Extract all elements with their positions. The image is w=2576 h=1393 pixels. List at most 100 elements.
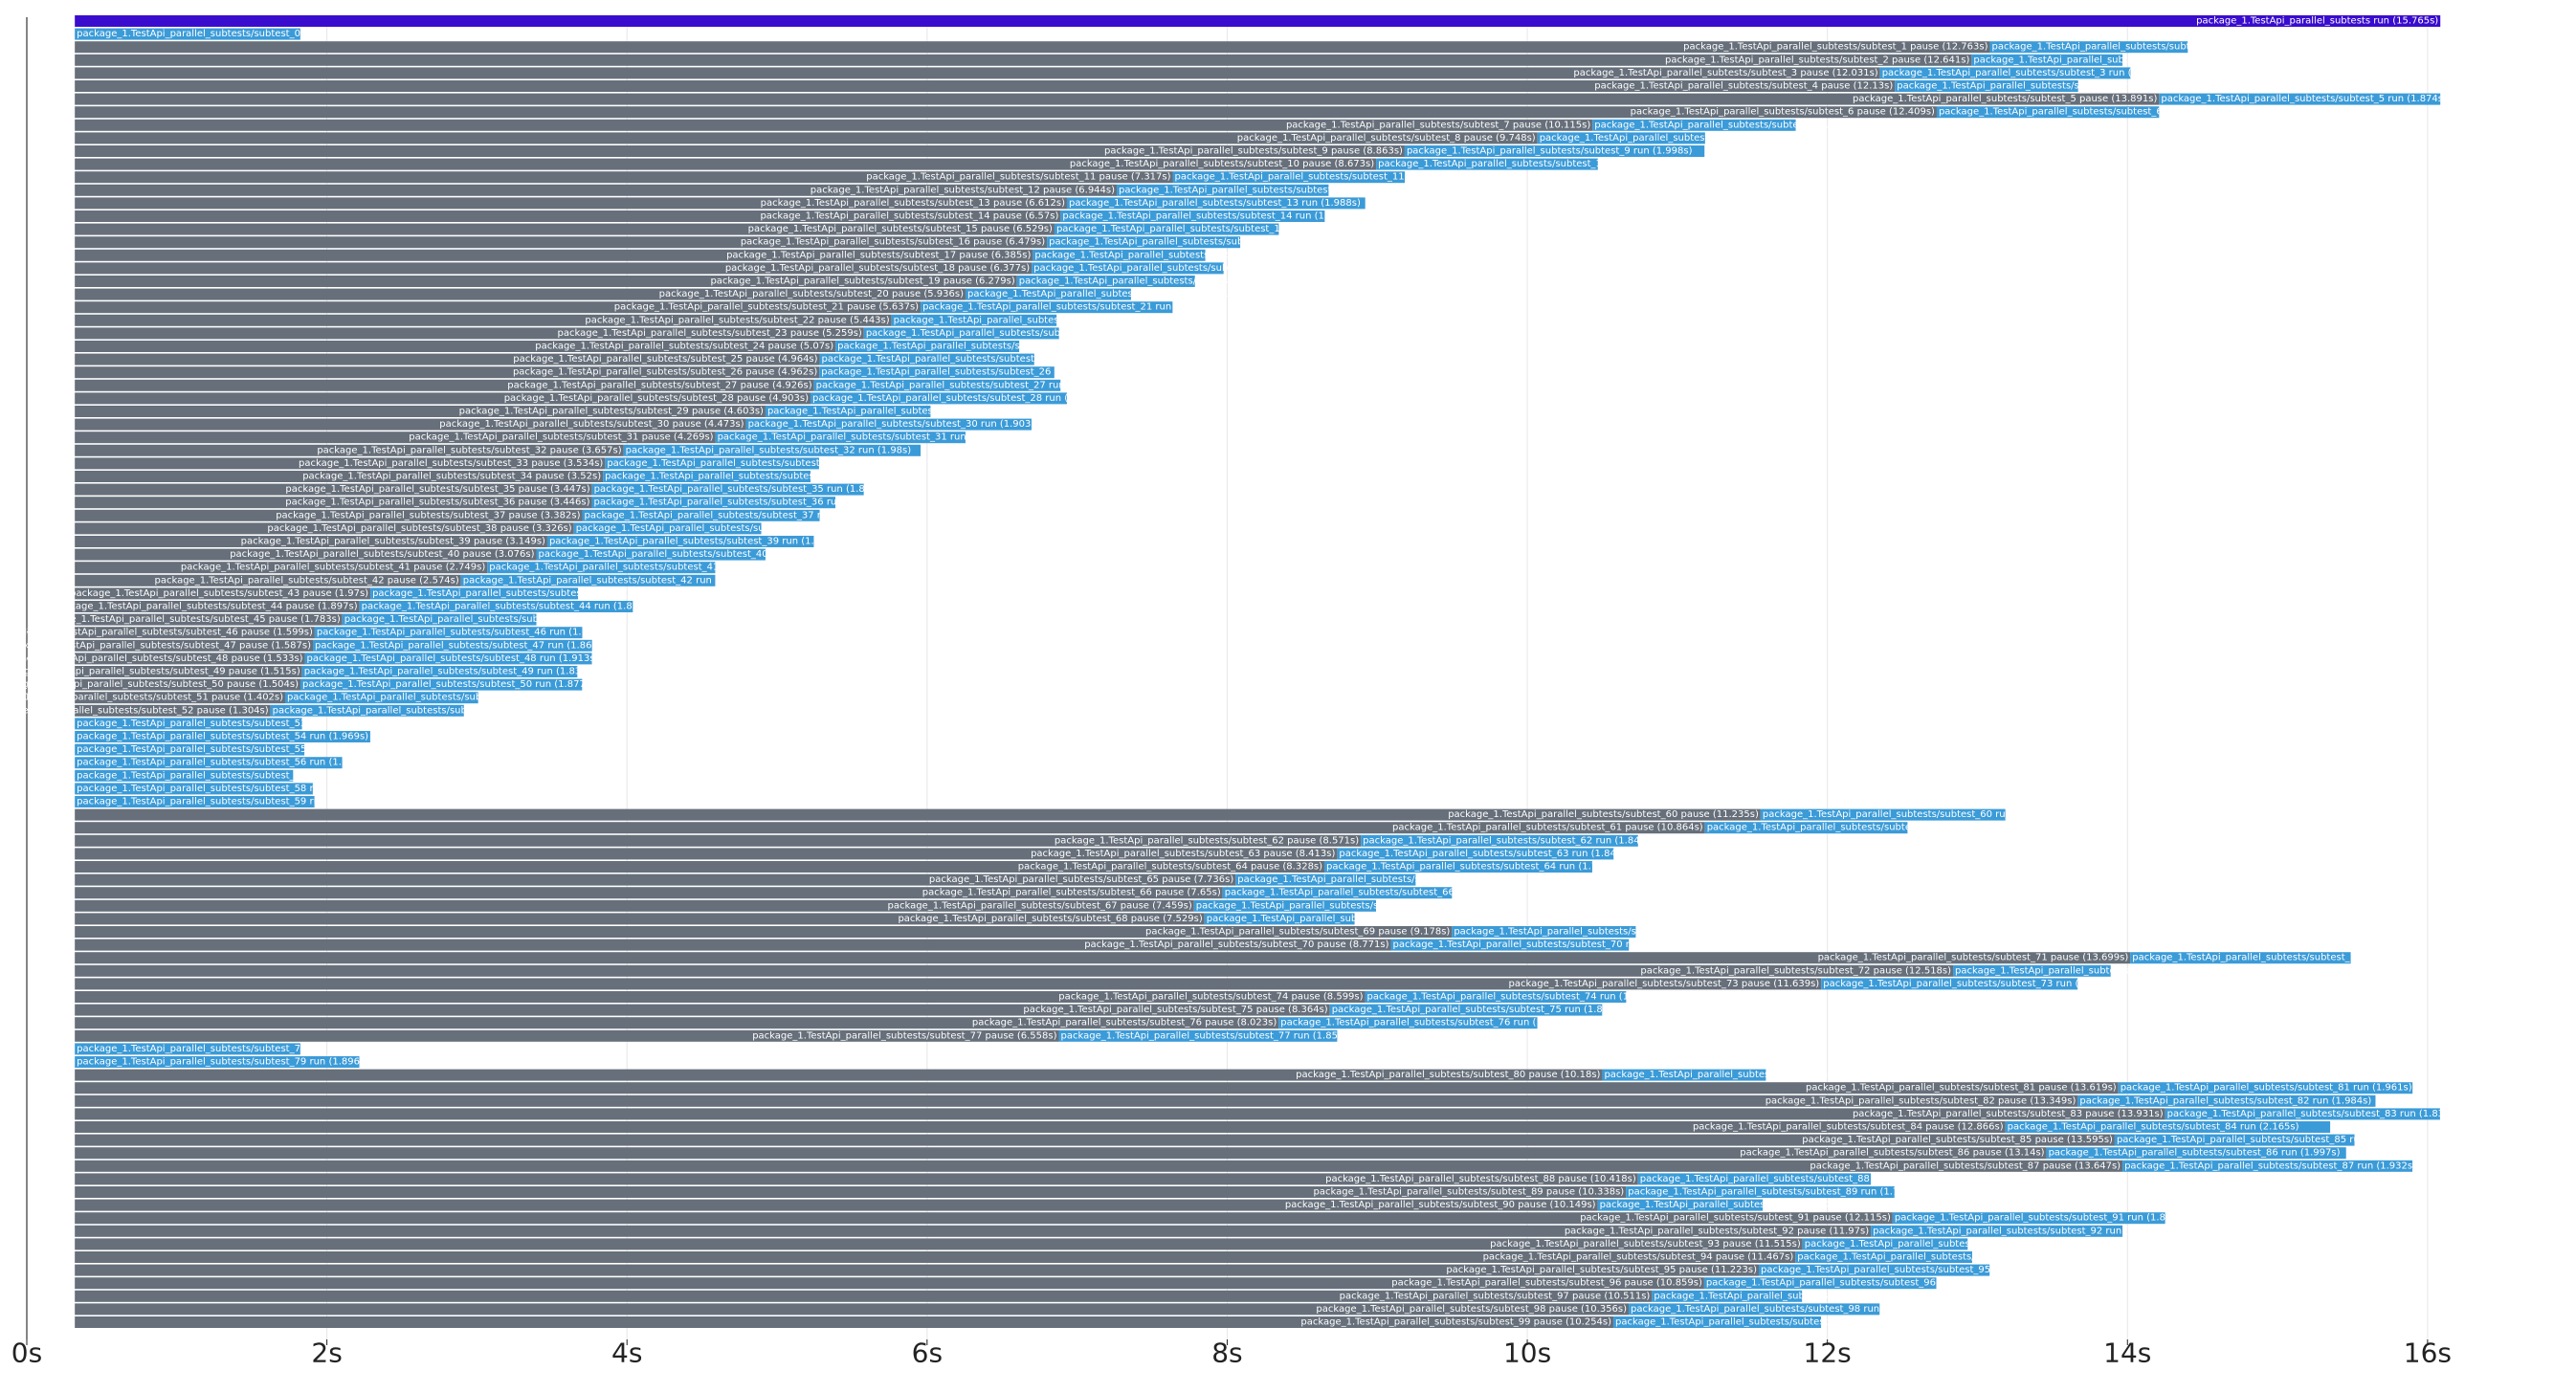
run-label: package_1.TestApi_parallel_subtests/subt… — [77, 1057, 368, 1068]
x-tick-label: 0s — [11, 1338, 42, 1369]
run-bar — [2159, 93, 2441, 105]
pause-label: package_1.TestApi_parallel_subtests/subt… — [285, 484, 589, 495]
run-label: package_1.TestApi_parallel_subtests/subt… — [1706, 1278, 1998, 1289]
pause-bar — [75, 197, 1067, 210]
pause-bar — [75, 613, 343, 626]
pause-bar — [75, 327, 864, 340]
pause-label: package_1.TestApi_parallel_subtests/subt… — [285, 498, 589, 508]
run-label: package_1.TestApi_parallel_subtests/subt… — [2049, 1148, 2341, 1159]
pause-bar — [75, 418, 746, 431]
pause-label: package_1.TestApi_parallel_subtests/subt… — [1340, 1291, 1651, 1301]
pause-bar — [75, 288, 966, 300]
run-label: package_1.TestApi_parallel_subtests/subt… — [302, 679, 594, 690]
pause-bar — [75, 406, 766, 417]
run-bar — [1193, 899, 1376, 912]
run-label: package_1.TestApi_parallel_subtests/subt… — [1175, 172, 1467, 183]
pause-label: package_1.TestApi_parallel_subtests/subt… — [1565, 1226, 1869, 1236]
run-label: package_1.TestApi_parallel_subtests/subt… — [489, 563, 781, 573]
run-bar — [810, 392, 1067, 405]
pause-label: package_1.TestApi_parallel_subtests/subt… — [1853, 94, 2157, 104]
pause-bar — [75, 991, 1366, 1003]
pause-label: package_1.TestApi_parallel_subtests/subt… — [1640, 965, 1951, 976]
run-label: package_1.TestApi_parallel_subtests/subt… — [1604, 1070, 1890, 1080]
pause-bar — [75, 1160, 2123, 1172]
run-label: package_1.TestApi_parallel_subtests/subt… — [1207, 914, 1486, 924]
pause-bar — [75, 353, 820, 365]
run-bar — [75, 15, 2441, 27]
run-label: package_1.TestApi_parallel_subtests/subt… — [77, 29, 363, 39]
run-bar — [1758, 1264, 1990, 1276]
pause-bar — [75, 457, 606, 470]
run-bar — [2165, 1108, 2440, 1120]
pause-label: package_1.TestApi_parallel_subtests/subt… — [1810, 1161, 2121, 1171]
run-bar — [314, 627, 583, 639]
pause-label: package_1.TestApi_parallel_subtests/subt… — [1055, 835, 1359, 846]
run-label: package_1.TestApi_parallel_subtests/subt… — [1895, 1213, 2187, 1224]
run-label: package_1.TestApi_parallel_subtests/subt… — [1600, 1200, 1879, 1210]
run-label: package_1.TestApi_parallel_subtests/subt… — [576, 523, 868, 534]
pause-label: package_1.TestApi_parallel_subtests/subt… — [1058, 992, 1363, 1003]
pause-bar — [75, 627, 315, 639]
run-bar — [1892, 1212, 2165, 1225]
run-label: package_1.TestApi_parallel_subtests/subt… — [1062, 211, 1348, 222]
pause-label: package_1.TestApi_parallel_subtests/subt… — [276, 510, 580, 520]
pause-bar — [75, 536, 547, 547]
pause-label: package_1.TestApi_parallel_subtests/subt… — [1693, 1122, 2004, 1133]
run-label: package_1.TestApi_parallel_subtests/subt… — [77, 770, 368, 781]
pause-bar — [75, 106, 1937, 119]
run-bar — [1821, 978, 2078, 990]
run-bar — [313, 639, 592, 652]
run-label: package_1.TestApi_parallel_subtests/subt… — [1897, 81, 2183, 92]
run-label: package_1.TestApi_parallel_subtests/subt… — [1407, 146, 1693, 157]
pause-bar — [75, 1147, 2047, 1160]
pause-bar — [75, 1108, 2165, 1120]
run-label: package_1.TestApi_parallel_subtests/subt… — [1061, 1030, 1353, 1041]
pause-bar — [75, 392, 811, 405]
pause-bar — [75, 964, 1954, 977]
pause-label: package_1.TestApi_parallel_subtests/subt… — [972, 1018, 1277, 1028]
run-bar — [75, 757, 343, 769]
pause-label: package_1.TestApi_parallel_subtests/subt… — [504, 393, 809, 404]
run-label: package_1.TestApi_parallel_subtests/subt… — [463, 575, 755, 586]
run-bar — [75, 28, 300, 40]
run-bar — [460, 574, 716, 586]
pause-label: package_1.TestApi_parallel_subtests/subt… — [1665, 55, 1969, 65]
pause-label: package_1.TestApi_parallel_subtests/subt… — [1145, 927, 1450, 938]
run-bar — [863, 327, 1059, 340]
pause-label: package_1.TestApi_parallel_subtests/subt… — [748, 224, 1053, 234]
run-label: package_1.TestApi_parallel_subtests/subt… — [2008, 1122, 2299, 1133]
run-label: package_1.TestApi_parallel_subtests/subt… — [626, 445, 912, 455]
pause-bar — [75, 652, 305, 665]
x-tick-label: 6s — [912, 1338, 943, 1369]
x-tick-label: 12s — [1804, 1338, 1852, 1369]
pause-label: package_1.TestApi_parallel_subtests/subt… — [317, 445, 621, 455]
pause-bar — [75, 822, 1705, 834]
pause-label: package_1.TestApi_parallel_subtests/subt… — [70, 588, 368, 599]
run-label: package_1.TestApi_parallel_subtests/subt… — [748, 419, 1040, 430]
run-bar — [1652, 1290, 1803, 1302]
pause-bar — [75, 887, 1223, 899]
run-label: package_1.TestApi_parallel_subtests/subt… — [77, 784, 368, 794]
run-label: package_1.TestApi_parallel_subtests/subt… — [822, 354, 1108, 365]
pause-label: package_1.TestApi_parallel_subtests/subt… — [922, 888, 1221, 898]
pause-label: package_1.TestApi_parallel_subtests/subt… — [1806, 1083, 2117, 1094]
run-label: package_1.TestApi_parallel_subtests/subt… — [273, 705, 565, 716]
pause-bar — [75, 145, 1405, 157]
run-bar — [1953, 964, 2111, 977]
run-label: package_1.TestApi_parallel_subtests run … — [2196, 16, 2438, 27]
run-label: package_1.TestApi_parallel_subtests/subt… — [77, 1044, 368, 1054]
run-bar — [75, 783, 313, 795]
pause-label: package_1.TestApi_parallel_subtests/subt… — [1070, 159, 1374, 169]
run-label: package_1.TestApi_parallel_subtests/subt… — [1631, 1304, 1922, 1315]
x-tick-label: 16s — [2404, 1338, 2452, 1369]
run-label: package_1.TestApi_parallel_subtests/subt… — [2132, 953, 2424, 963]
pause-bar — [75, 132, 1538, 144]
run-bar — [1795, 1251, 1972, 1263]
pause-bar — [75, 301, 922, 314]
run-label: package_1.TestApi_parallel_subtests/subt… — [2079, 1095, 2371, 1106]
run-bar — [1936, 106, 2160, 119]
pause-label: package_1.TestApi_parallel_subtests/subt… — [1316, 1304, 1627, 1315]
pause-label: package_1.TestApi_parallel_subtests/subt… — [760, 211, 1058, 222]
pause-bar — [75, 1186, 1627, 1198]
